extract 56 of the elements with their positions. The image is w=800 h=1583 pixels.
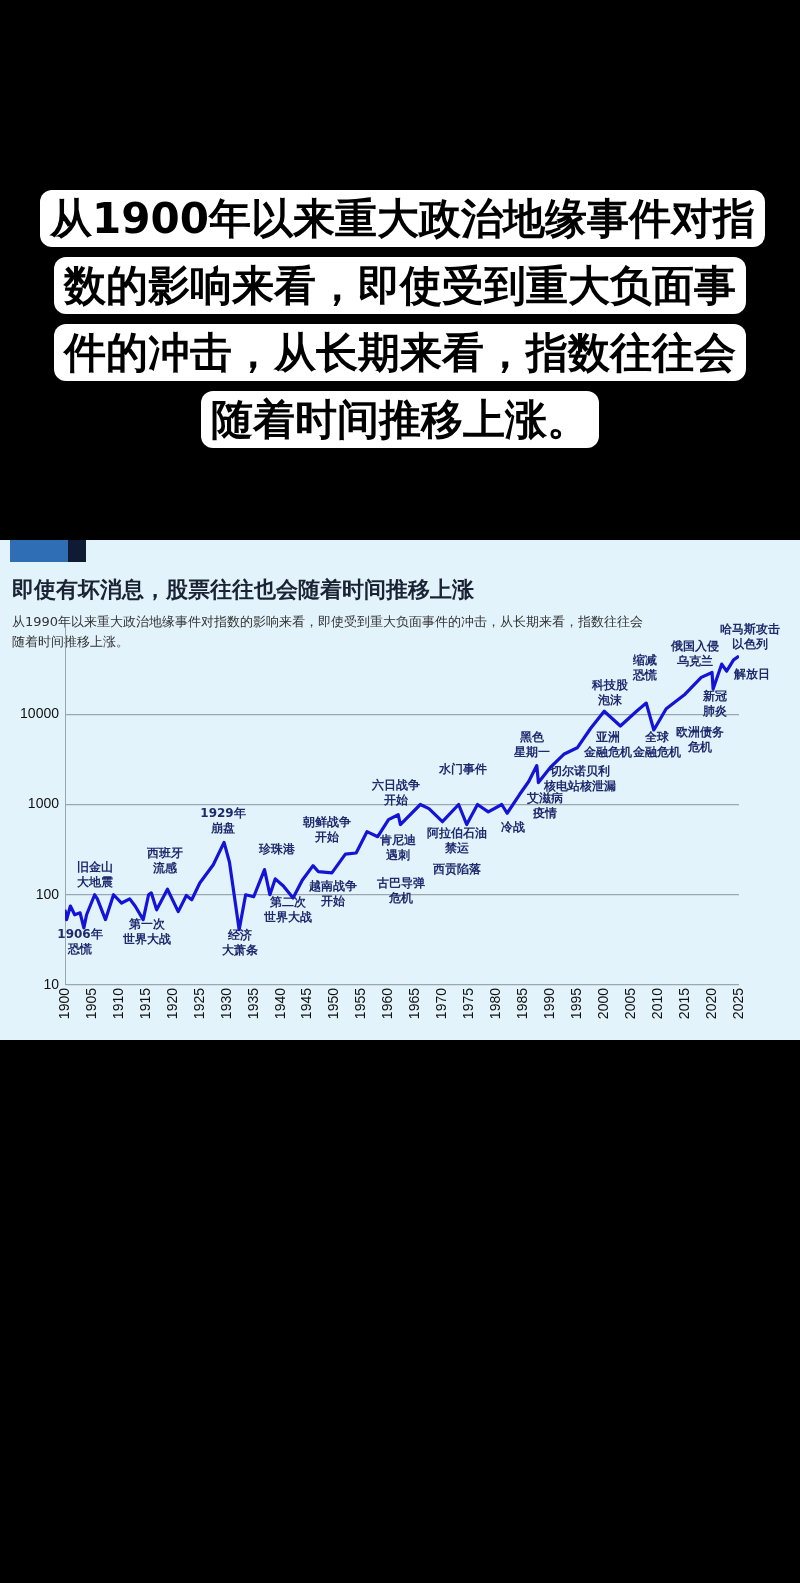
- x-tick-label: 1975: [460, 987, 477, 1020]
- x-tick-label: 1930: [217, 987, 234, 1020]
- x-tick-label: 1920: [163, 987, 180, 1020]
- chart-subtitle: 从1990年以来重大政治地缘事件对指数的影响来看，即使受到重大负面事件的冲击，从长期来看，指数往往会随着时间推移上涨。: [12, 613, 645, 651]
- annotation: 冷战: [501, 820, 525, 835]
- y-tick-label: 100: [35, 885, 60, 902]
- x-tick-label: 1985: [514, 987, 531, 1020]
- annotation: 朝鲜战争开始: [302, 814, 351, 844]
- x-tick-label: 1970: [433, 987, 450, 1020]
- annotation: 亚洲金融危机: [583, 729, 632, 759]
- annotation: 缩减恐慌: [632, 652, 657, 682]
- annotation: 切尔诺贝利核电站核泄漏: [543, 763, 616, 793]
- x-tick-label: 2000: [595, 987, 612, 1020]
- x-tick-label: 1925: [190, 987, 207, 1020]
- x-tick-label: 2005: [622, 987, 639, 1020]
- annotation: 旧金山大地震: [77, 859, 113, 889]
- y-tick-label: 1000: [27, 795, 60, 812]
- annotation: 肯尼迪遇刺: [379, 832, 417, 862]
- x-tick-label: 1945: [298, 987, 315, 1020]
- chart-title: 即使有坏消息，股票往往也会随着时间推移上涨: [12, 576, 474, 604]
- annotation: 科技股泡沫: [591, 677, 629, 707]
- y-tick-label: 10: [43, 975, 60, 992]
- x-tick-label: 2020: [702, 987, 719, 1020]
- annotation: 水门事件: [438, 762, 487, 777]
- x-tick-label: 2025: [729, 987, 746, 1020]
- annotation: 哈马斯攻击以色列: [720, 621, 780, 651]
- annotation: 西贡陷落: [432, 862, 482, 877]
- x-tick-label: 2015: [675, 987, 692, 1020]
- x-tick-label: 1995: [568, 987, 585, 1020]
- x-tick-label: 1965: [406, 987, 423, 1020]
- annotation: 古巴导弹危机: [376, 875, 425, 905]
- x-tick-label: 1935: [244, 987, 261, 1020]
- x-tick-label: 2010: [648, 987, 665, 1020]
- annotation: 1929年崩盘: [200, 805, 246, 835]
- annotation: 1906年恐慌: [57, 926, 103, 956]
- annotation: 黑色星期一: [513, 729, 550, 759]
- x-tick-label: 1990: [541, 987, 558, 1020]
- annotation: 俄国入侵乌克兰: [670, 638, 719, 668]
- annotation: 解放日: [733, 667, 770, 682]
- x-tick-label: 1960: [379, 987, 396, 1020]
- annotation: 珍珠港: [258, 842, 296, 857]
- x-tick-label: 1955: [352, 987, 369, 1020]
- x-tick-label: 1940: [271, 987, 288, 1020]
- x-tick-label: 1910: [109, 987, 126, 1020]
- annotation: 新冠肺炎: [702, 688, 728, 718]
- x-tick-label: 1950: [325, 987, 342, 1020]
- annotation: 阿拉伯石油禁运: [427, 825, 487, 855]
- y-tick-label: 10000: [20, 705, 60, 722]
- x-tick-label: 1980: [487, 987, 504, 1020]
- x-tick-label: 1905: [82, 987, 99, 1020]
- annotation: 六日战争开始: [371, 777, 420, 807]
- annotation: 西班牙流感: [146, 845, 183, 875]
- x-tick-label: 1915: [136, 987, 153, 1020]
- annotation: 经济大萧条: [222, 927, 258, 957]
- annotation: 第一次世界大战: [122, 916, 171, 946]
- text: 从1900年以来重大政治地缘事件对指数的影响来看，即使受到重大负面事件的冲击，从长期来看，指数往往会随着时间推移上涨。: [40, 190, 765, 448]
